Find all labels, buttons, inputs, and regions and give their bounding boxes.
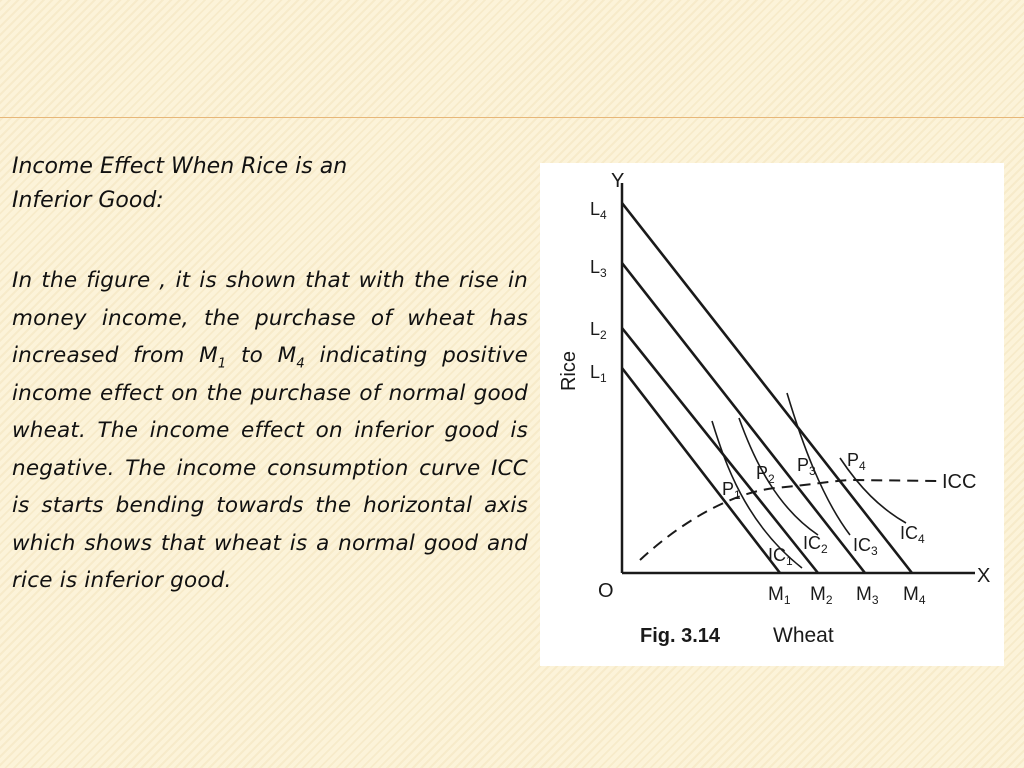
heading-line-2: Inferior Good:	[12, 188, 164, 213]
indifference-curve-2	[738, 417, 819, 536]
label-p3: P3	[797, 455, 816, 478]
label-p1: P1	[722, 479, 741, 502]
label-icc: ICC	[942, 471, 976, 493]
y-axis-title: Rice	[558, 351, 580, 391]
budget-line-4	[620, 202, 914, 574]
label-l4: L4	[590, 199, 607, 222]
label-m2: M2	[810, 584, 833, 607]
slide-body-text: In the figure , it is shown that with th…	[12, 262, 528, 600]
indifference-curve-1	[711, 420, 803, 569]
label-ic2: IC2	[803, 533, 828, 556]
indifference-curve-4	[839, 457, 907, 524]
body-sub-2: 4	[296, 356, 305, 372]
title-divider	[0, 117, 1024, 118]
heading-line-1: Income Effect When Rice is an	[12, 154, 348, 179]
label-ic1: IC1	[768, 545, 793, 568]
label-l2: L2	[590, 319, 607, 342]
figure-diagram: Y X O Rice Wheat Fig. 3.14 L1 L2 L3 L4 M…	[558, 170, 990, 647]
label-p4: P4	[847, 450, 866, 473]
budget-line-1	[620, 367, 782, 574]
label-l3: L3	[590, 257, 607, 280]
body-part-1: In the figure , it is shown that with th…	[12, 268, 528, 368]
income-consumption-curve	[639, 478, 941, 561]
y-axis-letter: Y	[611, 170, 624, 192]
label-m3: M3	[856, 584, 879, 607]
label-p2: P2	[756, 463, 775, 486]
x-axis-letter: X	[977, 565, 990, 587]
body-sub-1: 1	[217, 356, 227, 372]
x-axis-title: Wheat	[773, 624, 834, 647]
body-part-3: indicating positive income effect on the…	[12, 343, 528, 593]
origin-label: O	[598, 580, 614, 602]
slide-heading: Income Effect When Rice is an Inferior G…	[12, 150, 472, 218]
label-l1: L1	[590, 362, 607, 385]
budget-line-3	[620, 262, 867, 574]
body-part-2: to M	[226, 343, 297, 368]
label-m4: M4	[903, 584, 926, 607]
label-ic4: IC4	[900, 523, 925, 546]
budget-line-2	[620, 327, 820, 574]
figure-caption: Fig. 3.14	[640, 625, 721, 647]
label-ic3: IC3	[853, 535, 878, 558]
indifference-curve-3	[786, 392, 851, 536]
label-m1: M1	[768, 584, 791, 607]
income-effect-figure: Y X O Rice Wheat Fig. 3.14 L1 L2 L3 L4 M…	[540, 163, 1004, 666]
